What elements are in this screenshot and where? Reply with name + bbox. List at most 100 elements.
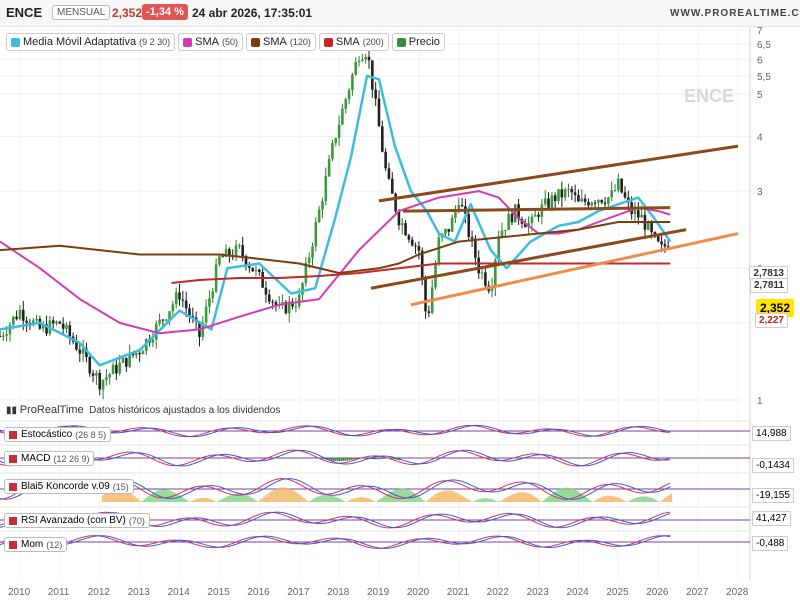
macd-histogram-bar [373,458,375,460]
koncorde-bar [586,497,589,502]
indicator-value: 41,427 [752,511,791,526]
candle-body [424,277,427,312]
x-tick-label: 2026 [646,587,669,598]
koncorde-bar [536,498,539,502]
koncorde-bar [259,499,262,502]
koncorde-bar [394,489,397,502]
candle-body [191,316,195,318]
koncorde-bar [570,488,573,502]
candle-body [533,214,537,217]
legend-swatch [396,37,406,47]
koncorde-bar [351,499,354,502]
indicator-label[interactable]: Estocástico (26 8 5) [4,427,112,442]
period-selector[interactable]: MENSUAL [52,5,111,20]
candle-body [420,250,424,278]
koncorde-bar [398,488,401,502]
koncorde-bar [161,489,164,502]
legend-item[interactable]: Media Móvil Adaptativa (9 2 30) [6,33,176,51]
candle-body [178,292,181,300]
candle-body [184,300,188,309]
indicator-color-icon [9,454,17,463]
candle-body [291,301,294,307]
koncorde-bar [656,500,659,502]
koncorde-bar [462,496,465,502]
candle-body [2,335,5,337]
koncorde-bar [201,497,204,502]
indicator-label[interactable]: Blai5 Koncorde v.09 (15) [4,479,134,494]
koncorde-bar [590,501,593,502]
koncorde-bar [420,498,423,502]
koncorde-bar [582,494,585,502]
ticker-symbol[interactable]: ENCE [6,5,43,20]
koncorde-bar [291,489,294,502]
koncorde-bar [616,497,619,502]
koncorde-bar [486,498,489,502]
koncorde-bar [386,493,389,502]
y-tick-label: 3 [757,187,763,198]
candle-body [321,201,324,210]
indicator-params: (15) [112,481,129,492]
legend-item[interactable]: SMA (200) [318,33,389,51]
candle-body [41,324,45,329]
koncorde-bar [127,492,130,502]
koncorde-bar [359,497,362,502]
indicator-label[interactable]: MACD (12 26 9) [4,451,95,466]
series-line [0,74,672,367]
candle-body [121,357,125,363]
koncorde-bar [376,500,379,502]
koncorde-bar [353,498,356,502]
macd-histogram-bar [394,458,397,460]
koncorde-bar [239,493,242,502]
legend-label: SMA [195,36,219,48]
candle-body [341,108,344,125]
koncorde-bar [456,493,459,502]
koncorde-bar [119,489,122,502]
koncorde-bar [207,498,210,502]
koncorde-bar [426,500,429,502]
candle-body [284,302,288,314]
candle-body [407,235,411,240]
koncorde-bar [229,495,232,502]
koncorde-bar [476,499,479,502]
koncorde-bar [504,497,507,502]
candle-body [374,89,377,99]
koncorde-bar [213,500,216,502]
koncorde-bar [638,496,641,502]
koncorde-bar [373,500,376,502]
koncorde-bar [367,498,370,502]
candle-body [81,348,85,354]
macd-histogram-bar [335,458,337,462]
candle-body [18,309,22,319]
current-price-tag: 2,352 [755,299,794,317]
macd-histogram-bar [380,458,383,459]
candle-body [95,373,98,376]
indicator-color-icon [9,430,17,439]
koncorde-bar [546,497,549,502]
candle-body [640,214,643,218]
candle-body [218,256,221,265]
indicator-label[interactable]: Mom (12) [4,537,68,552]
koncorde-bar [281,487,284,502]
candle-body [517,204,520,220]
koncorde-bar [113,489,116,502]
site-url[interactable]: WWW.PROREALTIME.COM [670,8,800,19]
legend-item[interactable]: SMA (120) [246,33,316,51]
koncorde-bar [568,487,571,502]
koncorde-bar [299,495,302,502]
legend-item[interactable]: Precio [391,33,445,51]
candle-body [301,283,304,295]
koncorde-bar [452,491,455,502]
macd-histogram-bar [365,458,367,459]
koncorde-bar [442,490,445,502]
candle-body [88,356,92,374]
legend-swatch [183,37,193,47]
koncorde-bar [205,498,208,502]
legend-item[interactable]: SMA (50) [178,33,244,51]
koncorde-bar [105,492,108,502]
indicator-label[interactable]: RSI Avanzado (con BV) (70) [4,513,150,528]
candle-body [244,255,248,266]
koncorde-bar [365,497,368,502]
candle-body [387,168,391,179]
candle-body [261,271,264,288]
